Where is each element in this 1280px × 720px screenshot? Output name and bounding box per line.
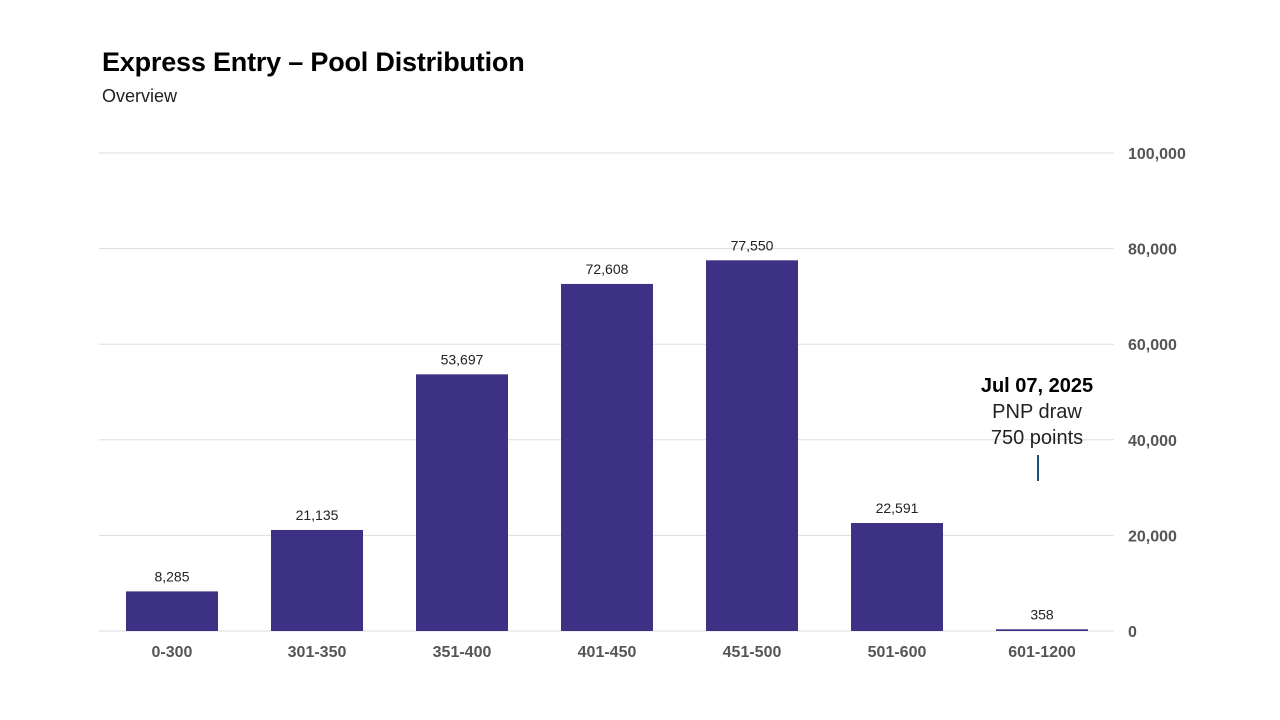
- data-label: 8,285: [154, 568, 189, 584]
- x-tick-label: 351-400: [433, 644, 492, 661]
- bar-351-400: [416, 374, 508, 631]
- bar-0-300: [126, 591, 218, 631]
- data-label: 358: [1030, 606, 1054, 622]
- y-tick-label: 100,000: [1128, 146, 1186, 163]
- y-tick-label: 20,000: [1128, 528, 1177, 545]
- annotation-date: Jul 07, 2025: [981, 375, 1093, 397]
- x-axis-ticks: 0-300 301-350 351-400 401-450 451-500 501-600…: [152, 644, 1076, 661]
- x-tick-label: 501-600: [868, 644, 927, 661]
- data-label: 77,550: [731, 237, 774, 253]
- x-tick-label: 451-500: [723, 644, 782, 661]
- data-label: 53,697: [441, 351, 484, 367]
- chart-title: Express Entry – Pool Distribution: [102, 47, 525, 77]
- x-tick-label: 401-450: [578, 644, 637, 661]
- bar-301-350: [271, 529, 363, 631]
- y-tick-label: 0: [1128, 624, 1137, 641]
- bar-401-450: [561, 283, 653, 631]
- bar-601-1200: [996, 629, 1088, 631]
- data-label: 72,608: [586, 261, 629, 277]
- x-tick-label: 0-300: [152, 644, 193, 661]
- x-tick-label: 301-350: [288, 644, 347, 661]
- data-label: 22,591: [876, 500, 919, 516]
- y-tick-label: 60,000: [1128, 337, 1177, 354]
- annotation-draw-type: PNP draw: [992, 401, 1082, 423]
- y-tick-label: 80,000: [1128, 242, 1177, 259]
- y-axis-ticks: 0 20,000 40,000 60,000 80,000 100,000: [1128, 146, 1186, 641]
- bars: [126, 260, 1088, 631]
- data-labels: 8,285 21,135 53,697 72,608 77,550 22,591 358: [154, 237, 1053, 622]
- bar-451-500: [706, 260, 798, 631]
- draw-annotation: Jul 07, 2025 PNP draw 750 points: [981, 375, 1093, 481]
- chart-subtitle: Overview: [102, 86, 178, 106]
- bar-501-600: [851, 523, 943, 631]
- annotation-points: 750 points: [991, 427, 1083, 449]
- x-tick-label: 601-1200: [1008, 644, 1076, 661]
- data-label: 21,135: [296, 507, 339, 523]
- y-tick-label: 40,000: [1128, 433, 1177, 450]
